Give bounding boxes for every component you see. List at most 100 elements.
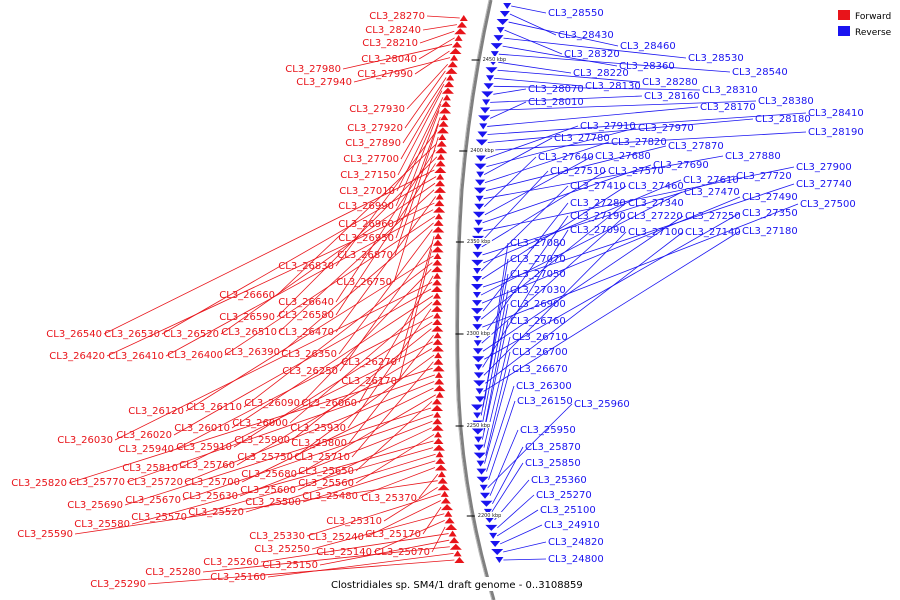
- forward-gene-label[interactable]: CL3_28270: [369, 11, 425, 22]
- forward-gene-label[interactable]: CL3_25670: [125, 495, 181, 506]
- reverse-gene-label[interactable]: CL3_28160: [644, 91, 700, 102]
- reverse-gene-label[interactable]: CL3_24910: [544, 520, 600, 531]
- forward-gene-label[interactable]: CL3_25590: [17, 529, 73, 540]
- reverse-gene-label[interactable]: CL3_28430: [558, 30, 614, 41]
- forward-gene-label[interactable]: CL3_26410: [108, 351, 164, 362]
- forward-gene-label[interactable]: CL3_26580: [278, 310, 334, 321]
- forward-gene-label[interactable]: CL3_26750: [336, 277, 392, 288]
- forward-gene-label[interactable]: CL3_25630: [182, 491, 238, 502]
- reverse-gene-label[interactable]: CL3_27180: [742, 226, 798, 237]
- forward-gene-label[interactable]: CL3_25900: [234, 435, 290, 446]
- forward-gene-label[interactable]: CL3_26270: [341, 357, 397, 368]
- forward-gene-label[interactable]: CL3_25710: [294, 452, 350, 463]
- forward-gene-label[interactable]: CL3_27990: [357, 69, 413, 80]
- reverse-gene-label[interactable]: CL3_26760: [510, 316, 566, 327]
- reverse-gene-label[interactable]: CL3_27910: [580, 121, 636, 132]
- reverse-gene-label[interactable]: CL3_28550: [548, 8, 604, 19]
- reverse-gene-label[interactable]: CL3_28530: [688, 53, 744, 64]
- reverse-gene-label[interactable]: CL3_27870: [668, 141, 724, 152]
- forward-gene-label[interactable]: CL3_25810: [122, 463, 178, 474]
- forward-gene-label[interactable]: CL3_25170: [365, 529, 421, 540]
- forward-gene-label[interactable]: CL3_26660: [219, 290, 275, 301]
- reverse-gene-label[interactable]: CL3_27190: [570, 211, 626, 222]
- forward-gene-label[interactable]: CL3_26530: [104, 329, 160, 340]
- forward-gene-label[interactable]: CL3_26030: [57, 435, 113, 446]
- forward-gene-label[interactable]: CL3_25070: [374, 547, 430, 558]
- forward-gene-label[interactable]: CL3_25720: [127, 477, 183, 488]
- forward-gene-label[interactable]: CL3_27010: [339, 186, 395, 197]
- reverse-gene-label[interactable]: CL3_28170: [700, 102, 756, 113]
- reverse-gene-label[interactable]: CL3_28070: [528, 84, 584, 95]
- forward-gene-label[interactable]: CL3_26020: [116, 430, 172, 441]
- reverse-gene-label[interactable]: CL3_28130: [585, 81, 641, 92]
- forward-gene-label[interactable]: CL3_25500: [245, 497, 301, 508]
- reverse-gene-label[interactable]: CL3_28310: [702, 85, 758, 96]
- forward-gene-label[interactable]: CL3_25520: [188, 507, 244, 518]
- forward-gene-label[interactable]: CL3_25800: [291, 438, 347, 449]
- reverse-gene-label[interactable]: CL3_27740: [796, 179, 852, 190]
- forward-gene-label[interactable]: CL3_27940: [296, 77, 352, 88]
- reverse-gene-label[interactable]: CL3_26700: [512, 347, 568, 358]
- reverse-gene-label[interactable]: CL3_27640: [538, 152, 594, 163]
- reverse-gene-label[interactable]: CL3_27090: [570, 225, 626, 236]
- forward-gene-label[interactable]: CL3_25820: [11, 478, 67, 489]
- forward-gene-label[interactable]: CL3_27700: [343, 154, 399, 165]
- forward-gene-label[interactable]: CL3_25250: [254, 544, 310, 555]
- forward-gene-label[interactable]: CL3_25910: [176, 442, 232, 453]
- reverse-gene-label[interactable]: CL3_27610: [683, 175, 739, 186]
- forward-gene-label[interactable]: CL3_26640: [278, 297, 334, 308]
- reverse-gene-label[interactable]: CL3_26670: [512, 364, 568, 375]
- reverse-gene-label[interactable]: CL3_27350: [742, 208, 798, 219]
- forward-gene-label[interactable]: CL3_28040: [361, 54, 417, 65]
- reverse-gene-label[interactable]: CL3_28360: [619, 61, 675, 72]
- forward-gene-label[interactable]: CL3_27150: [340, 170, 396, 181]
- forward-gene-label[interactable]: CL3_26520: [163, 329, 219, 340]
- reverse-gene-label[interactable]: CL3_27510: [550, 166, 606, 177]
- reverse-gene-label[interactable]: CL3_27900: [796, 162, 852, 173]
- forward-gene-label[interactable]: CL3_26420: [49, 351, 105, 362]
- forward-gene-label[interactable]: CL3_27890: [345, 138, 401, 149]
- forward-gene-label[interactable]: CL3_26000: [232, 418, 288, 429]
- reverse-gene-label[interactable]: CL3_25850: [525, 458, 581, 469]
- reverse-gene-label[interactable]: CL3_24800: [548, 554, 604, 565]
- reverse-gene-label[interactable]: CL3_27030: [510, 285, 566, 296]
- reverse-gene-label[interactable]: CL3_27680: [595, 151, 651, 162]
- reverse-gene-label[interactable]: CL3_27340: [628, 198, 684, 209]
- forward-gene-label[interactable]: CL3_25580: [74, 519, 130, 530]
- forward-gene-label[interactable]: CL3_26390: [224, 347, 280, 358]
- forward-gene-label[interactable]: CL3_26590: [219, 312, 275, 323]
- reverse-gene-label[interactable]: CL3_27050: [510, 269, 566, 280]
- forward-gene-label[interactable]: CL3_26470: [278, 327, 334, 338]
- forward-gene-label[interactable]: CL3_26540: [46, 329, 102, 340]
- forward-gene-label[interactable]: CL3_26950: [338, 233, 394, 244]
- reverse-gene-label[interactable]: CL3_27250: [685, 211, 741, 222]
- reverse-gene-label[interactable]: CL3_25960: [574, 399, 630, 410]
- forward-gene-label[interactable]: CL3_26060: [301, 398, 357, 409]
- forward-gene-label[interactable]: CL3_28210: [362, 38, 418, 49]
- forward-gene-label[interactable]: CL3_25330: [249, 531, 305, 542]
- forward-gene-label[interactable]: CL3_25240: [308, 532, 364, 543]
- reverse-gene-label[interactable]: CL3_27470: [684, 187, 740, 198]
- forward-gene-label[interactable]: CL3_26170: [341, 376, 397, 387]
- reverse-gene-label[interactable]: CL3_28190: [808, 127, 864, 138]
- forward-gene-label[interactable]: CL3_25150: [262, 560, 318, 571]
- reverse-gene-label[interactable]: CL3_27820: [611, 137, 667, 148]
- forward-gene-label[interactable]: CL3_25560: [298, 478, 354, 489]
- forward-gene-label[interactable]: CL3_26120: [128, 406, 184, 417]
- forward-gene-label[interactable]: CL3_25570: [131, 512, 187, 523]
- forward-gene-label[interactable]: CL3_26110: [186, 402, 242, 413]
- forward-gene-label[interactable]: CL3_26350: [281, 349, 337, 360]
- forward-gene-label[interactable]: CL3_26250: [282, 366, 338, 377]
- reverse-gene-label[interactable]: CL3_26300: [516, 381, 572, 392]
- reverse-gene-label[interactable]: CL3_27780: [554, 133, 610, 144]
- forward-gene-label[interactable]: CL3_26400: [167, 350, 223, 361]
- reverse-gene-label[interactable]: CL3_25100: [540, 505, 596, 516]
- reverse-gene-label[interactable]: CL3_27410: [570, 181, 626, 192]
- forward-gene-label[interactable]: CL3_28240: [365, 25, 421, 36]
- reverse-gene-label[interactable]: CL3_25270: [536, 490, 592, 501]
- forward-gene-label[interactable]: CL3_25260: [203, 557, 259, 568]
- reverse-gene-label[interactable]: CL3_26150: [517, 396, 573, 407]
- forward-gene-label[interactable]: CL3_27980: [285, 64, 341, 75]
- forward-gene-label[interactable]: CL3_26010: [174, 423, 230, 434]
- forward-gene-label[interactable]: CL3_25280: [145, 567, 201, 578]
